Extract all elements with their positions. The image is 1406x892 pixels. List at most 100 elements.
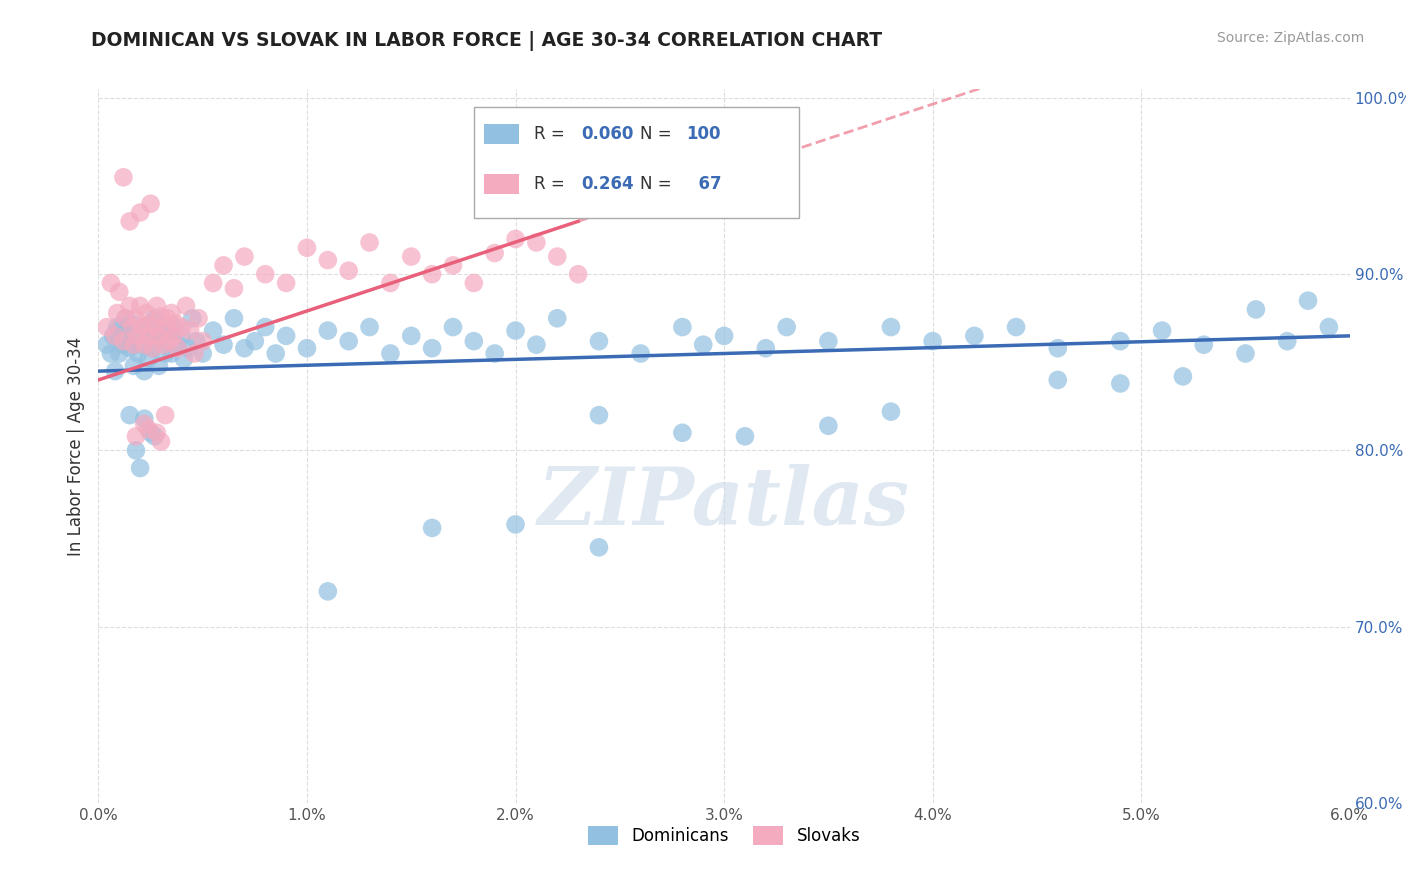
Point (146, 425, 169, 440)
Point (150, 310, 173, 324)
Point (1244, 302, 1267, 317)
Point (254, 320, 277, 334)
Text: 100: 100 (686, 125, 721, 143)
Point (880, 320, 903, 334)
Point (1234, 346, 1257, 360)
Point (505, 324, 527, 338)
Point (135, 306, 157, 320)
Point (817, 334, 839, 348)
Point (1046, 341, 1069, 355)
Point (692, 337, 714, 351)
Point (526, 337, 548, 351)
Point (170, 320, 193, 334)
Point (546, 250, 568, 264)
Point (110, 320, 132, 334)
Point (222, 311, 245, 326)
Point (114, 311, 136, 326)
Point (134, 337, 156, 351)
Point (183, 346, 205, 360)
Point (104, 364, 127, 378)
Point (135, 320, 157, 334)
Point (104, 329, 127, 343)
FancyBboxPatch shape (484, 124, 519, 145)
Text: R =: R = (534, 125, 569, 143)
Point (671, 425, 693, 440)
Point (254, 267, 277, 281)
Point (567, 267, 589, 281)
Point (131, 320, 153, 334)
Point (153, 408, 176, 422)
Point (125, 334, 148, 348)
Text: R =: R = (534, 175, 569, 193)
Point (166, 341, 188, 355)
Text: N =: N = (640, 175, 678, 193)
Point (143, 320, 166, 334)
Point (921, 334, 943, 348)
Point (131, 337, 153, 351)
Point (420, 521, 443, 535)
Point (156, 334, 179, 348)
Point (1005, 320, 1028, 334)
Point (117, 329, 139, 343)
Point (174, 299, 197, 313)
Point (118, 214, 141, 228)
Point (139, 317, 162, 331)
Point (129, 299, 152, 313)
Point (243, 334, 266, 348)
Point (337, 334, 360, 348)
Point (1046, 373, 1069, 387)
Point (153, 320, 176, 334)
Point (1109, 376, 1132, 391)
Point (546, 311, 568, 326)
Point (463, 276, 485, 290)
Point (127, 329, 149, 343)
Point (880, 404, 903, 418)
Point (170, 329, 193, 343)
Point (191, 334, 214, 348)
Point (380, 276, 402, 290)
Point (152, 320, 174, 334)
Point (157, 324, 180, 338)
Point (202, 276, 225, 290)
Point (713, 329, 735, 343)
Point (112, 334, 135, 348)
Point (191, 346, 214, 360)
Point (186, 334, 208, 348)
Point (139, 329, 162, 343)
Point (138, 329, 160, 343)
Point (441, 259, 464, 273)
Point (129, 324, 152, 338)
Point (588, 408, 610, 422)
Point (139, 196, 162, 211)
Point (222, 281, 245, 295)
Point (148, 359, 170, 373)
Point (148, 329, 170, 343)
Point (166, 337, 188, 351)
Point (153, 346, 176, 360)
Point (112, 337, 135, 351)
Point (121, 317, 143, 331)
Point (105, 306, 128, 320)
Point (274, 276, 298, 290)
Point (165, 317, 187, 331)
Point (101, 329, 124, 343)
Point (157, 334, 180, 348)
Point (755, 341, 778, 355)
Point (138, 351, 160, 366)
Point (1150, 324, 1173, 338)
Point (162, 320, 184, 334)
Point (588, 541, 610, 555)
Point (118, 408, 141, 422)
Point (505, 232, 527, 246)
Point (233, 250, 256, 264)
Point (125, 443, 148, 458)
Point (142, 341, 165, 355)
Point (420, 341, 443, 355)
Point (776, 320, 799, 334)
Text: ZIPatlas: ZIPatlas (538, 465, 910, 541)
Point (401, 250, 423, 264)
Legend: Dominicans, Slovaks: Dominicans, Slovaks (581, 819, 868, 852)
Point (152, 337, 174, 351)
Point (134, 411, 156, 425)
Point (118, 299, 141, 313)
